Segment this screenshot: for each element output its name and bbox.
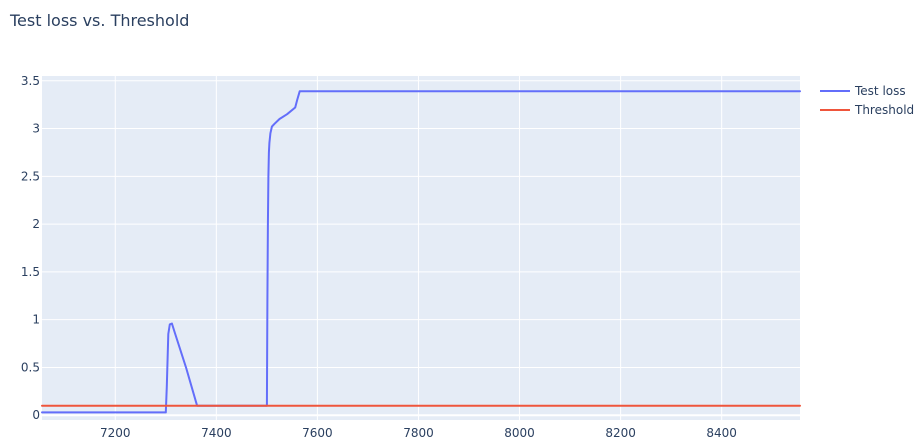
x-tick-label: 8400	[706, 426, 737, 440]
y-tick-label: 2	[32, 217, 40, 231]
y-tick-label: 0.5	[21, 360, 40, 374]
series-layer	[41, 90, 801, 414]
x-tick-label: 8200	[605, 426, 636, 440]
chart-title: Test loss vs. Threshold	[9, 11, 189, 30]
y-tick-label: 3	[32, 122, 40, 136]
y-tick-label: 1	[32, 313, 40, 327]
x-tick-label: 7200	[100, 426, 131, 440]
y-tick-label: 2.5	[21, 169, 40, 183]
x-tick-label: 8000	[504, 426, 535, 440]
x-tick-label: 7400	[201, 426, 232, 440]
legend-label: Test loss	[854, 84, 906, 98]
x-tick-label: 7800	[403, 426, 434, 440]
series-line-test-loss	[41, 90, 801, 414]
y-tick-label: 1.5	[21, 265, 40, 279]
legend-item-threshold[interactable]: Threshold	[820, 103, 914, 117]
plot-area	[42, 76, 800, 420]
legend[interactable]: Test loss Threshold	[820, 84, 914, 117]
y-tick-label: 3.5	[21, 74, 40, 88]
y-tick-label: 0	[32, 408, 40, 422]
legend-label: Threshold	[854, 103, 914, 117]
legend-item-test-loss[interactable]: Test loss	[820, 84, 906, 98]
tick-layer: 7200 7400 7600 7800 8000 8200 8400 0 0.5 1 1.5 2 2.5…	[21, 74, 737, 440]
x-tick-label: 7600	[302, 426, 333, 440]
